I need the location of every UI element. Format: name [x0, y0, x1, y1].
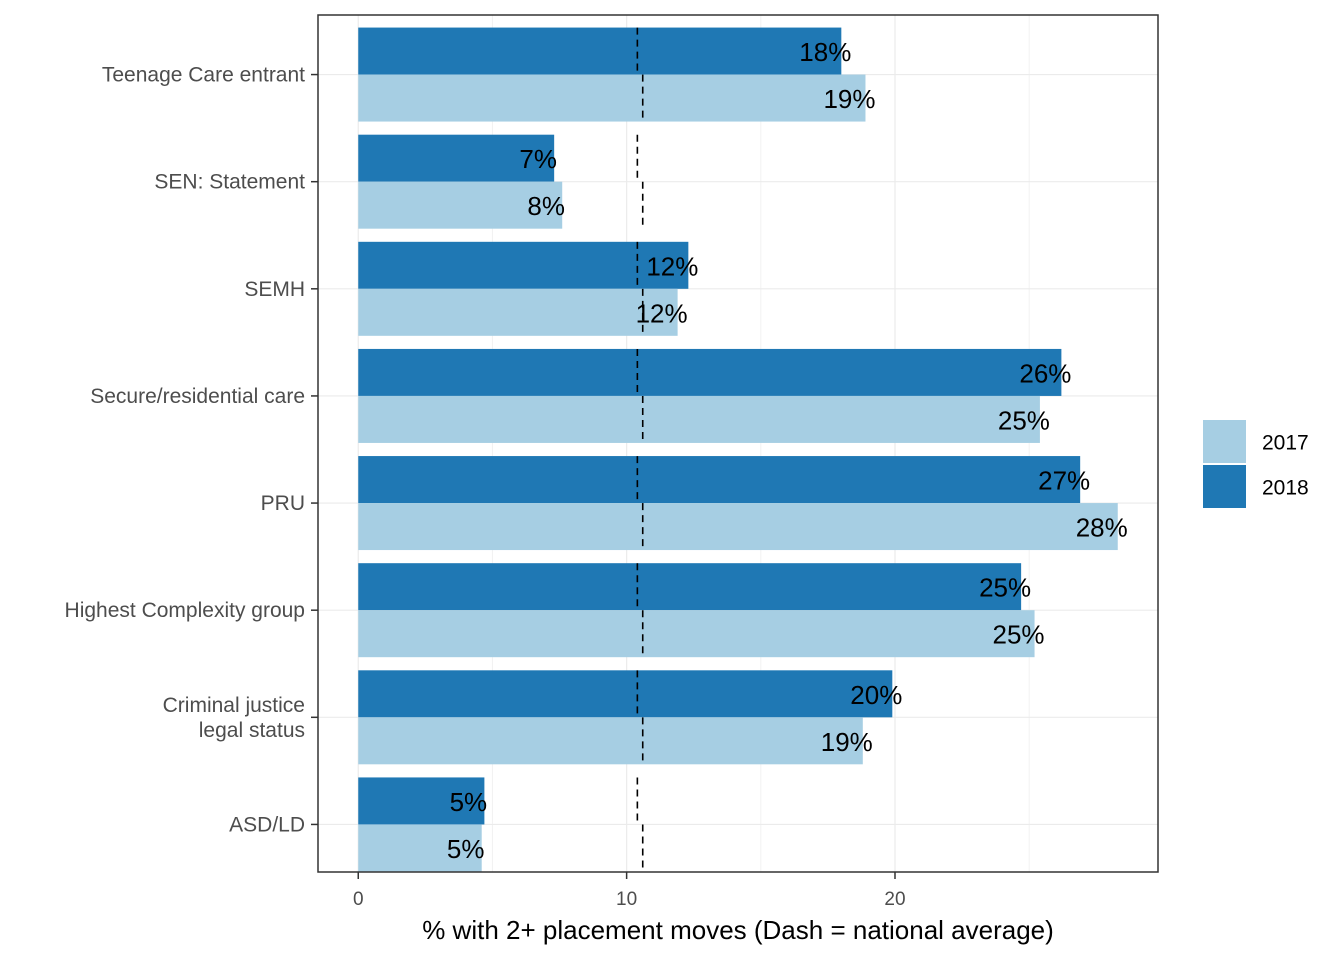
- x-tick-label: 10: [616, 889, 637, 910]
- bar-2018: [358, 777, 485, 825]
- data-label-2018: 12%: [646, 251, 698, 281]
- data-label-2018: 27%: [1038, 466, 1090, 496]
- x-axis: 0 10 20: [353, 872, 906, 910]
- legend-key-2017: [1203, 420, 1246, 463]
- bars: [358, 27, 1118, 872]
- category-label: PRU: [261, 492, 305, 515]
- data-labels: 18% 19% 7% 8% 12% 12% 26% 25% 27% 28% 25% 25% 20% 19%…: [447, 37, 1128, 864]
- bar-2018: [358, 241, 689, 289]
- category-label: Teenage Care entrant: [102, 64, 305, 87]
- x-tick-label: 20: [884, 889, 905, 910]
- data-label-2017: 19%: [823, 84, 875, 114]
- data-label-2017: 5%: [447, 834, 485, 864]
- bar-2017: [358, 610, 1035, 658]
- bar-2018: [358, 27, 842, 75]
- data-label-2017: 12%: [636, 298, 688, 328]
- data-label-2017: 8%: [527, 191, 565, 221]
- data-label-2018: 20%: [850, 680, 902, 710]
- bar-2017: [358, 503, 1118, 551]
- x-tick-label: 0: [353, 889, 364, 910]
- category-label: Criminal justice: [163, 694, 305, 717]
- bar-2018: [358, 563, 1022, 611]
- data-label-2017: 25%: [998, 405, 1050, 435]
- legend-key-2018: [1203, 465, 1246, 508]
- data-label-2018: 7%: [519, 144, 557, 174]
- data-label-2017: 19%: [821, 727, 873, 757]
- bar-2017: [358, 824, 482, 872]
- legend-label-2017: 2017: [1262, 432, 1309, 455]
- legend-label-2018: 2018: [1262, 477, 1309, 500]
- bar-2017: [358, 181, 563, 229]
- category-label: SEMH: [244, 278, 305, 301]
- bar-2018: [358, 348, 1062, 396]
- bar-2017: [358, 717, 863, 765]
- data-label-2018: 26%: [1019, 358, 1071, 388]
- bar-2018: [358, 134, 555, 182]
- category-label: SEN: Statement: [154, 171, 305, 194]
- x-axis-title: % with 2+ placement moves (Dash = nation…: [422, 915, 1054, 945]
- y-axis: Teenage Care entrant SEN: Statement SEMH Se…: [65, 64, 318, 836]
- data-label-2018: 18%: [799, 37, 851, 67]
- data-label-2018: 5%: [450, 787, 488, 817]
- bar-2018: [358, 670, 893, 718]
- bar-2017: [358, 395, 1040, 443]
- national-average-lines: [636, 27, 644, 872]
- data-label-2017: 25%: [993, 620, 1045, 650]
- legend: 2017 2018: [1203, 420, 1309, 508]
- data-label-2018: 25%: [979, 573, 1031, 603]
- category-label: Highest Complexity group: [65, 599, 305, 622]
- data-label-2017: 28%: [1076, 513, 1128, 543]
- category-label: Secure/residential care: [90, 385, 305, 408]
- bar-2018: [358, 456, 1081, 504]
- bar-2017: [358, 288, 678, 336]
- category-label: ASD/LD: [229, 813, 305, 836]
- category-label: legal status: [199, 719, 305, 742]
- bar-2017: [358, 74, 866, 122]
- plot-border: [317, 14, 1159, 873]
